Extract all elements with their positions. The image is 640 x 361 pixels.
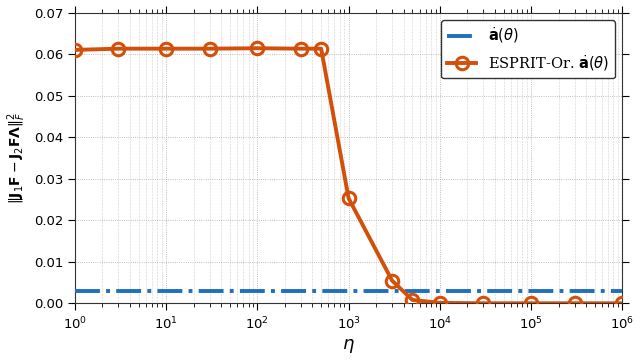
ESPRIT-Or. $\dot{\mathbf{a}}(\theta)$ (408, 298, 416, 302)
Y-axis label: $\|\mathbf{J}_1\mathbf{F} - \mathbf{J}_2\mathbf{F}\boldsymbol{\Lambda}\|_F^2$: $\|\mathbf{J}_1\mathbf{F} - \mathbf{J}_2… (6, 112, 28, 204)
ESPRIT-Or. $\dot{\mathbf{a}}(\theta)$ (436, 301, 444, 305)
Legend: $\dot{\mathbf{a}}(\theta)$, ESPRIT-Or. $\dot{\mathbf{a}}(\theta)$: $\dot{\mathbf{a}}(\theta)$, ESPRIT-Or. $… (442, 20, 615, 78)
ESPRIT-Or. $\dot{\mathbf{a}}(\theta)$ (527, 301, 535, 305)
ESPRIT-Or. $\dot{\mathbf{a}}(\theta)$ (618, 301, 626, 305)
ESPRIT-Or. $\dot{\mathbf{a}}(\theta)$ (253, 46, 261, 51)
ESPRIT-Or. $\dot{\mathbf{a}}(\theta)$ (479, 301, 487, 305)
ESPRIT-Or. $\dot{\mathbf{a}}(\theta)$ (317, 47, 325, 51)
ESPRIT-Or. $\dot{\mathbf{a}}(\theta)$ (71, 48, 79, 52)
Line: ESPRIT-Or. $\dot{\mathbf{a}}(\theta)$: ESPRIT-Or. $\dot{\mathbf{a}}(\theta)$ (68, 42, 628, 309)
X-axis label: $\eta$: $\eta$ (342, 338, 355, 356)
ESPRIT-Or. $\dot{\mathbf{a}}(\theta)$ (571, 301, 579, 305)
ESPRIT-Or. $\dot{\mathbf{a}}(\theta)$ (206, 47, 214, 51)
ESPRIT-Or. $\dot{\mathbf{a}}(\theta)$ (388, 278, 396, 283)
ESPRIT-Or. $\dot{\mathbf{a}}(\theta)$ (115, 47, 122, 51)
ESPRIT-Or. $\dot{\mathbf{a}}(\theta)$ (163, 47, 170, 51)
ESPRIT-Or. $\dot{\mathbf{a}}(\theta)$ (345, 196, 353, 200)
ESPRIT-Or. $\dot{\mathbf{a}}(\theta)$ (297, 47, 305, 51)
